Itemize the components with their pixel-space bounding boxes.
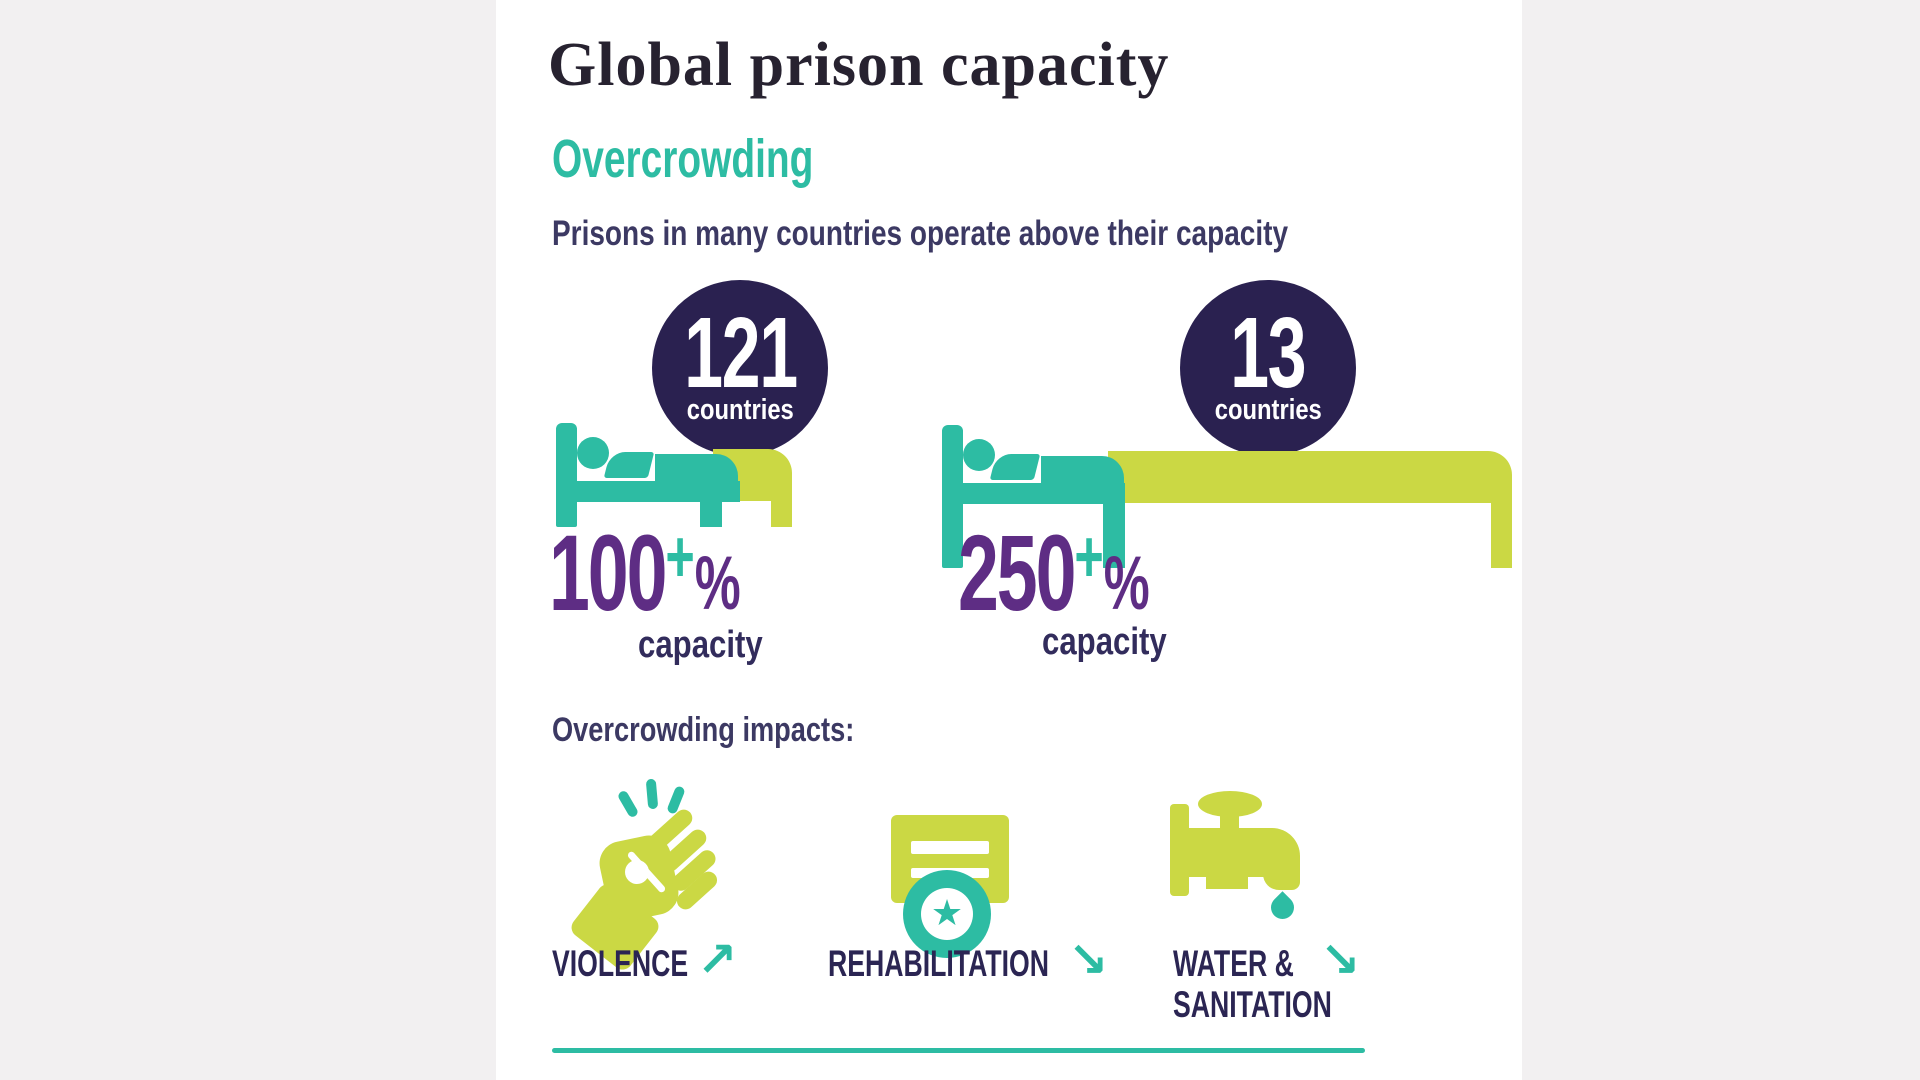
- sleeping-person-head: [577, 437, 609, 469]
- overcrowded-bed-icon: [556, 423, 796, 529]
- capacity-word: capacity: [638, 624, 763, 666]
- impact-label-violence: VIOLENCE: [552, 943, 689, 985]
- impact-label-text: WATER &: [1173, 943, 1294, 984]
- percent-sign: %: [1103, 541, 1150, 626]
- impact-label-water-sanitation: WATER & SANITATION: [1173, 943, 1332, 1025]
- arrow-down-right-icon: ↘: [1320, 932, 1361, 988]
- certificate-text-line: [911, 841, 989, 854]
- bed-overflow-segment: [1108, 451, 1512, 503]
- impacts-heading: Overcrowding impacts:: [552, 711, 855, 749]
- countries-badge-250: 13 countries: [1180, 280, 1356, 456]
- countries-count: 13: [1230, 296, 1306, 409]
- page-title: Global prison capacity: [548, 31, 1170, 99]
- impact-label-text: VIOLENCE: [552, 943, 689, 984]
- water-tap-icon: [1168, 786, 1318, 932]
- section-subtitle: Prisons in many countries operate above …: [552, 214, 1289, 253]
- arrow-up-right-icon: ↗: [697, 932, 738, 988]
- plus-sign: +: [665, 515, 695, 598]
- sleeping-person-head: [963, 439, 995, 471]
- bed-leg: [700, 502, 722, 527]
- bed-pillow: [989, 454, 1041, 480]
- percent-figure-250: 250 + %: [958, 512, 1150, 633]
- bed-pillow: [603, 452, 655, 478]
- countries-word: countries: [686, 393, 794, 426]
- percent-value: 250: [958, 512, 1076, 633]
- countries-badge-100: 121 countries: [652, 280, 828, 456]
- bed-overflow-leg: [1491, 503, 1512, 568]
- countries-count: 121: [683, 296, 798, 409]
- plus-sign: +: [1074, 515, 1104, 598]
- bed-overflow-leg: [771, 501, 792, 527]
- section-divider: [552, 1048, 1365, 1053]
- motion-dash: [616, 789, 640, 819]
- tap-detail: [1206, 877, 1248, 889]
- percent-value: 100: [549, 512, 667, 633]
- section-heading: Overcrowding: [552, 129, 814, 189]
- motion-dash: [645, 778, 659, 810]
- arrow-down-right-icon: ↘: [1068, 932, 1109, 988]
- fist-icon: [567, 776, 725, 974]
- impact-label-rehabilitation: REHABILITATION: [828, 943, 1049, 985]
- tap-spout: [1263, 858, 1300, 890]
- percent-figure-100: 100 + %: [549, 512, 741, 633]
- bed-frame: [556, 481, 740, 502]
- impact-label-text: SANITATION: [1173, 983, 1332, 1025]
- overcrowded-bed-icon: [942, 425, 1514, 570]
- bed-frame: [942, 483, 1125, 504]
- countries-word: countries: [1214, 393, 1322, 426]
- tap-wall-mount: [1170, 804, 1189, 896]
- fist-thumb: [625, 860, 649, 884]
- bed-leg: [1103, 504, 1125, 568]
- percent-sign: %: [694, 541, 741, 626]
- capacity-word: capacity: [1042, 621, 1167, 663]
- rosette-star-icon: ★: [921, 888, 973, 940]
- certificate-icon: ★: [891, 815, 1009, 960]
- water-drop-icon: [1266, 891, 1299, 924]
- impact-label-text: REHABILITATION: [828, 943, 1049, 984]
